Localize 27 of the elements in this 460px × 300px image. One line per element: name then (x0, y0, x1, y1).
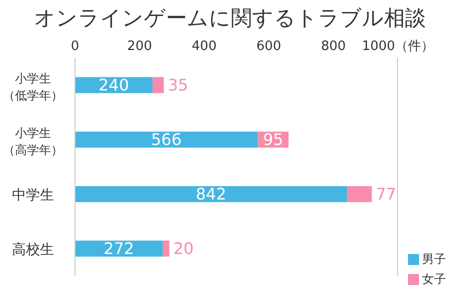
chart-title: オンラインゲームに関するトラブル相談 (33, 5, 427, 32)
legend-label: 男子 (421, 251, 446, 268)
data-label: 566 (151, 130, 182, 150)
data-label: 842 (196, 184, 226, 204)
data-label: 272 (104, 239, 134, 258)
x-tick-label: 600 (256, 39, 282, 54)
data-label: 35 (168, 76, 188, 95)
x-tick-label: 1000（件） (362, 39, 434, 54)
bar (75, 132, 258, 148)
legend-label: 女子 (421, 271, 446, 288)
data-label: 95 (262, 130, 284, 150)
bar (75, 240, 163, 257)
bar (162, 240, 170, 257)
y-tick-label: 小学生（低学年） (3, 71, 63, 102)
bar (75, 186, 347, 202)
bar (346, 186, 372, 202)
x-tick-label: 200 (127, 39, 152, 54)
data-label: 77 (376, 184, 396, 204)
x-tick-label: 400 (192, 39, 217, 54)
data-label: 20 (173, 239, 194, 258)
y-tick-label: 高校生 (12, 242, 54, 258)
y-tick-label: 小学生（高学年） (3, 126, 63, 157)
data-label: 240 (98, 76, 130, 95)
y-tick-label: 中学生 (12, 187, 54, 204)
bar (152, 77, 164, 94)
x-tick-label: 0 (70, 39, 80, 54)
x-tick-label: 800 (320, 39, 346, 54)
